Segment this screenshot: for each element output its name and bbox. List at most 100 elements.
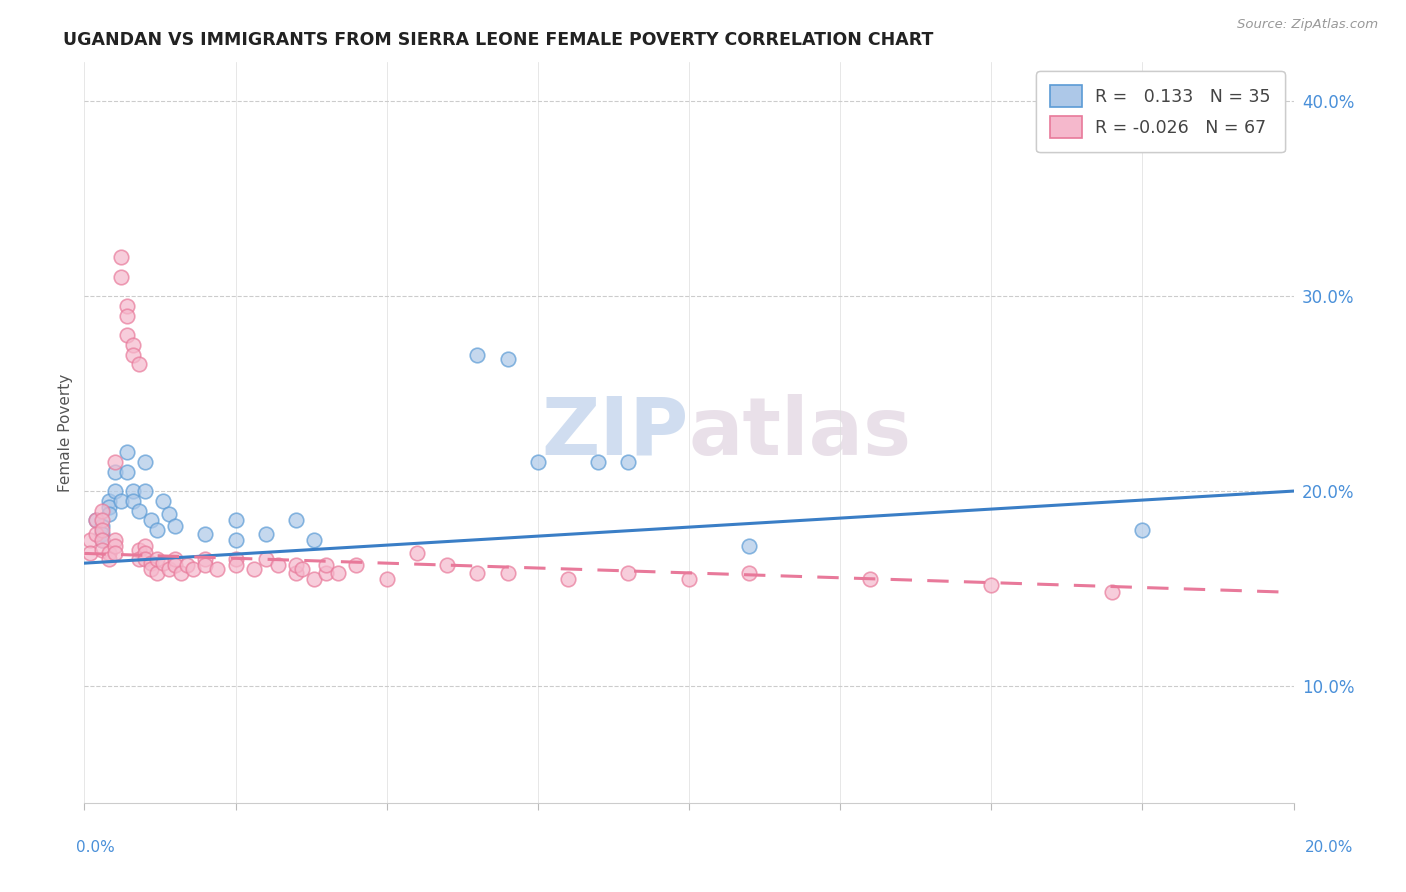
Point	[176, 558, 198, 573]
Text: Source: ZipAtlas.com: Source: ZipAtlas.com	[1237, 18, 1378, 31]
Text: atlas: atlas	[689, 393, 912, 472]
Point	[134, 552, 156, 566]
Point	[91, 542, 114, 557]
Text: ZIP: ZIP	[541, 393, 689, 472]
Point	[315, 566, 337, 580]
Point	[617, 566, 640, 580]
Legend: R =   0.133   N = 35, R = -0.026   N = 67: R = 0.133 N = 35, R = -0.026 N = 67	[1036, 71, 1285, 153]
Point	[225, 513, 247, 527]
Point	[467, 566, 489, 580]
Point	[91, 519, 114, 533]
Point	[267, 558, 290, 573]
Point	[285, 513, 308, 527]
Point	[104, 465, 127, 479]
Point	[859, 572, 882, 586]
Point	[1130, 523, 1153, 537]
Point	[225, 552, 247, 566]
Point	[165, 558, 187, 573]
Point	[115, 465, 138, 479]
Point	[225, 533, 247, 547]
Point	[110, 493, 132, 508]
Point	[194, 558, 217, 573]
Point	[104, 533, 127, 547]
Point	[104, 539, 127, 553]
Point	[128, 542, 150, 557]
Point	[121, 493, 143, 508]
Point	[97, 500, 120, 514]
Point	[157, 508, 180, 522]
Point	[194, 527, 217, 541]
Point	[527, 455, 550, 469]
Point	[302, 572, 325, 586]
Y-axis label: Female Poverty: Female Poverty	[58, 374, 73, 491]
Point	[139, 562, 162, 576]
Point	[225, 558, 247, 573]
Point	[134, 539, 156, 553]
Point	[315, 558, 337, 573]
Point	[436, 558, 458, 573]
Point	[170, 566, 193, 580]
Point	[146, 566, 169, 580]
Point	[678, 572, 700, 586]
Point	[91, 503, 114, 517]
Point	[115, 299, 138, 313]
Point	[496, 351, 519, 366]
Point	[346, 558, 368, 573]
Point	[1101, 585, 1123, 599]
Point	[617, 455, 640, 469]
Point	[97, 546, 120, 560]
Text: 20.0%: 20.0%	[1305, 840, 1353, 855]
Point	[302, 533, 325, 547]
Point	[557, 572, 579, 586]
Point	[121, 484, 143, 499]
Point	[496, 566, 519, 580]
Point	[375, 572, 398, 586]
Point	[165, 552, 187, 566]
Point	[242, 562, 264, 576]
Point	[134, 455, 156, 469]
Point	[79, 533, 101, 547]
Point	[91, 513, 114, 527]
Point	[91, 533, 114, 547]
Point	[194, 552, 217, 566]
Point	[86, 513, 108, 527]
Point	[157, 562, 180, 576]
Point	[207, 562, 229, 576]
Point	[128, 552, 150, 566]
Point	[285, 558, 308, 573]
Point	[254, 552, 277, 566]
Text: UGANDAN VS IMMIGRANTS FROM SIERRA LEONE FEMALE POVERTY CORRELATION CHART: UGANDAN VS IMMIGRANTS FROM SIERRA LEONE …	[63, 31, 934, 49]
Point	[139, 513, 162, 527]
Point	[128, 503, 150, 517]
Point	[115, 309, 138, 323]
Point	[97, 552, 120, 566]
Point	[406, 546, 429, 560]
Point	[121, 348, 143, 362]
Point	[97, 493, 120, 508]
Point	[181, 562, 204, 576]
Point	[97, 508, 120, 522]
Point	[146, 523, 169, 537]
Point	[588, 455, 610, 469]
Point	[115, 328, 138, 343]
Point	[134, 546, 156, 560]
Point	[285, 566, 308, 580]
Point	[91, 527, 114, 541]
Point	[152, 556, 174, 570]
Point	[139, 556, 162, 570]
Point	[110, 250, 132, 264]
Point	[104, 455, 127, 469]
Point	[110, 269, 132, 284]
Point	[91, 523, 114, 537]
Point	[86, 527, 108, 541]
Point	[128, 358, 150, 372]
Point	[79, 546, 101, 560]
Point	[91, 533, 114, 547]
Text: 0.0%: 0.0%	[76, 840, 115, 855]
Point	[86, 513, 108, 527]
Point	[738, 539, 761, 553]
Point	[254, 527, 277, 541]
Point	[152, 493, 174, 508]
Point	[467, 348, 489, 362]
Point	[104, 484, 127, 499]
